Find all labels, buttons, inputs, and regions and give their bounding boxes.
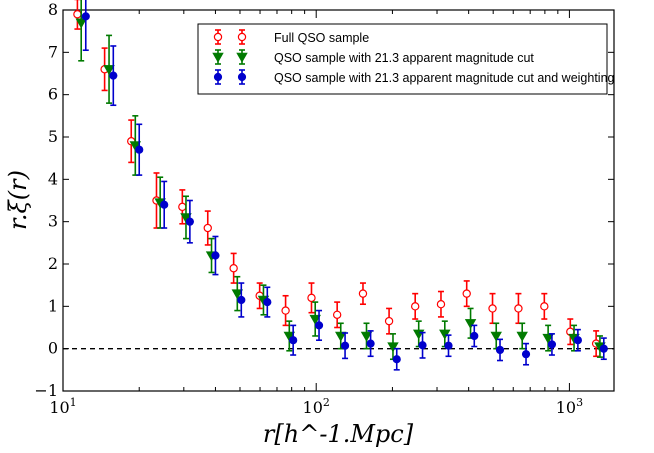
data-layer xyxy=(73,0,608,371)
data-point xyxy=(185,217,194,226)
legend: Full QSO sample QSO sample with 21.3 app… xyxy=(197,23,615,95)
data-point xyxy=(211,251,220,260)
data-point xyxy=(599,344,608,353)
data-point xyxy=(360,331,373,342)
legend-marker xyxy=(237,72,247,82)
data-point xyxy=(514,304,523,313)
data-point xyxy=(542,333,554,344)
data-point xyxy=(109,71,118,80)
y-tick-label: 1 xyxy=(48,296,58,315)
x-tick-label: 103 xyxy=(556,396,583,417)
y-tick-label: 0 xyxy=(48,339,58,358)
data-point xyxy=(488,304,497,313)
data-point xyxy=(81,12,90,21)
legend-label-cut: QSO sample with 21.3 apparent magnitude … xyxy=(274,51,534,65)
data-point xyxy=(384,316,394,326)
data-point xyxy=(335,331,347,342)
data-point xyxy=(464,319,477,330)
x-tick-labels: 101 102 103 xyxy=(49,396,583,417)
y-tick-label: −1 xyxy=(34,381,58,400)
data-point xyxy=(332,310,342,319)
data-point xyxy=(309,314,321,325)
legend-marker xyxy=(212,52,224,63)
ticks-layer: −1 0 1 2 3 4 5 6 7 8 xyxy=(34,0,614,400)
data-point xyxy=(573,336,582,345)
x-tick-label-exponent: 2 xyxy=(323,396,330,409)
data-point xyxy=(387,342,399,353)
data-point xyxy=(160,200,169,209)
x-tick-label-base: 10 xyxy=(303,398,323,417)
x-tick-label-base: 10 xyxy=(49,398,69,417)
legend-box xyxy=(197,23,608,95)
legend-label-cut-weighting: QSO sample with 21.3 apparent magnitude … xyxy=(274,71,615,85)
data-point xyxy=(462,289,471,298)
data-point xyxy=(73,10,82,19)
x-tick-label-exponent: 3 xyxy=(576,396,583,409)
plot-frame xyxy=(62,9,615,392)
data-point xyxy=(547,340,557,349)
data-point xyxy=(490,331,502,342)
data-point xyxy=(231,289,244,300)
data-point xyxy=(540,302,549,311)
data-point xyxy=(75,18,87,29)
y-tick-label: 8 xyxy=(48,0,58,19)
y-tick-label: 2 xyxy=(48,254,58,273)
data-point xyxy=(203,223,212,233)
data-point xyxy=(135,145,144,154)
legend-marker xyxy=(213,32,223,42)
x-axis-label: r[h^-1.Mpc] xyxy=(263,420,414,448)
data-point xyxy=(340,341,350,350)
data-point xyxy=(516,331,528,342)
data-point xyxy=(444,341,453,350)
data-point xyxy=(237,295,246,305)
x-tick-label-exponent: 1 xyxy=(70,396,77,409)
y-tick-label: 4 xyxy=(48,169,58,188)
data-point xyxy=(495,345,505,355)
data-point xyxy=(358,289,368,298)
x-tick-label-base: 10 xyxy=(556,398,576,417)
y-tick-label: 6 xyxy=(48,85,58,104)
data-point xyxy=(418,341,427,350)
data-point xyxy=(392,355,401,364)
legend-marker xyxy=(236,52,248,63)
legend-marker xyxy=(237,32,247,42)
data-point xyxy=(410,302,420,311)
data-point xyxy=(307,293,316,303)
x-tick-label: 101 xyxy=(49,396,76,417)
data-point xyxy=(229,264,238,273)
data-point xyxy=(314,321,324,330)
data-point xyxy=(366,339,375,348)
legend-markers xyxy=(212,29,248,85)
data-point xyxy=(178,202,187,212)
series-2 xyxy=(81,0,608,371)
legend-label-full: Full QSO sample xyxy=(274,31,369,45)
series-1 xyxy=(75,0,606,361)
data-point xyxy=(436,300,446,309)
data-point xyxy=(281,306,290,315)
series-0 xyxy=(73,0,601,358)
data-point xyxy=(103,65,115,76)
data-point xyxy=(263,298,272,307)
data-point xyxy=(521,350,531,359)
y-tick-label: 7 xyxy=(48,42,58,61)
data-point xyxy=(289,336,298,345)
x-tick-label: 102 xyxy=(303,396,330,417)
data-point xyxy=(470,331,479,341)
y-tick-label: 3 xyxy=(48,212,58,231)
legend-marker xyxy=(213,72,223,82)
y-tick-label: 5 xyxy=(48,127,58,146)
y-axis-label: r.ξ(r) xyxy=(4,170,32,230)
